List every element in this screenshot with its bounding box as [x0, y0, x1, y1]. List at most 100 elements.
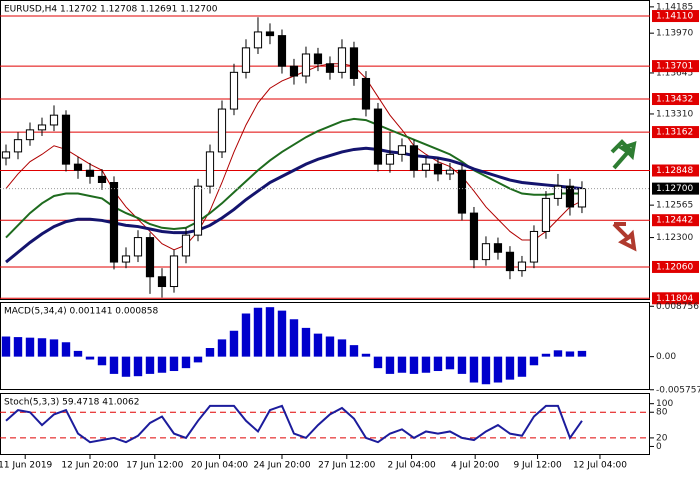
- histogram-bar: [397, 356, 407, 373]
- last-price-label: 1.12700: [656, 184, 693, 194]
- histogram-bar: [241, 313, 251, 357]
- histogram-bar: [25, 337, 35, 357]
- up-arrow: [610, 139, 637, 170]
- level-label: 1.11804: [656, 294, 693, 304]
- y-tick-label: 1.12300: [656, 233, 693, 243]
- candle-body: [505, 251, 515, 272]
- stoch-plot: [0, 404, 650, 444]
- candle-body: [361, 77, 371, 110]
- candle-body: [445, 169, 455, 175]
- histogram-bar: [433, 356, 443, 372]
- x-tick-label: 27 Jun 12:00: [318, 461, 375, 471]
- candle-body: [517, 261, 527, 272]
- candle-body: [457, 169, 467, 214]
- panel-title: Stoch(5,3,3) 59.4718 41.0062: [4, 398, 139, 408]
- candle-body: [277, 35, 287, 67]
- candle-body: [133, 237, 143, 257]
- histogram-bar: [409, 356, 419, 374]
- x-tick-label: 24 Jun 20:00: [253, 461, 310, 471]
- moving-average: [5, 117, 582, 239]
- histogram-bar: [121, 356, 131, 377]
- level-label: 1.13432: [656, 95, 693, 105]
- histogram-bar: [481, 356, 491, 385]
- histogram-bar: [457, 356, 467, 374]
- histogram-bar: [133, 356, 143, 377]
- macd-plot: [1, 307, 587, 385]
- candle-body: [229, 71, 239, 110]
- level-label-box: [652, 292, 699, 305]
- candle-body: [97, 175, 107, 183]
- histogram-bar: [13, 337, 23, 357]
- candle-body: [337, 47, 347, 73]
- histogram-bar: [181, 356, 191, 369]
- price-panel: [0, 0, 650, 300]
- y-tick-label: 1.12565: [656, 201, 693, 211]
- y-tick-label: 1.13645: [656, 68, 693, 78]
- candle-body: [541, 197, 551, 232]
- histogram-bar: [529, 356, 539, 366]
- histogram-bar: [145, 356, 155, 374]
- histogram-bar: [565, 351, 575, 357]
- candle-body: [325, 63, 335, 73]
- candle-body: [1, 151, 11, 159]
- histogram-bar: [97, 356, 107, 366]
- x-tick-label: 2 Jul 04:00: [387, 461, 436, 471]
- y-tick-label: 0: [656, 442, 662, 452]
- y-tick-label: 80: [656, 408, 668, 418]
- candle-body: [373, 108, 383, 165]
- histogram-bar: [217, 339, 227, 357]
- candle-body: [385, 153, 395, 165]
- candle-body: [553, 185, 563, 199]
- candle-body: [61, 114, 71, 165]
- histogram-bar: [385, 356, 395, 374]
- candle-body: [301, 53, 311, 77]
- y-tick-label: 1.14185: [656, 2, 693, 12]
- candle-body: [565, 185, 575, 208]
- level-label-box: [652, 60, 699, 73]
- histogram-bar: [373, 356, 383, 369]
- level-label-box: [652, 164, 699, 177]
- candle-body: [241, 47, 251, 73]
- last-price-box: [652, 182, 699, 195]
- panel-title: EURUSD,H4 1.12702 1.12708 1.12691 1.1270…: [4, 5, 218, 15]
- moving-average: [5, 146, 583, 264]
- x-tick-label: 20 Jun 04:00: [191, 461, 248, 471]
- histogram-bar: [469, 356, 479, 383]
- histogram-bar: [253, 307, 263, 357]
- histogram-bar: [109, 356, 119, 374]
- level-label-box: [652, 126, 699, 139]
- histogram-bar: [85, 356, 95, 360]
- panel-title: MACD(5,34,4) 0.001141 0.000858: [4, 307, 159, 317]
- histogram-bar: [505, 356, 515, 380]
- candle-body: [409, 145, 419, 171]
- candle-body: [169, 255, 179, 288]
- x-tick-label: 17 Jun 12:00: [126, 461, 183, 471]
- stoch-panel: [0, 393, 650, 455]
- level-label: 1.14110: [656, 12, 693, 22]
- x-tick-label: 12 Jul 04:00: [573, 461, 627, 471]
- histogram-bar: [193, 356, 203, 363]
- y-tick-label: 1.13310: [656, 109, 693, 119]
- histogram-bar: [169, 356, 179, 372]
- candle-body: [37, 124, 47, 131]
- candle-body: [577, 188, 587, 208]
- candle-body: [433, 163, 443, 175]
- candle-body: [469, 212, 479, 261]
- y-tick-label: 20: [656, 433, 668, 443]
- level-label-box: [652, 214, 699, 227]
- oscillator-line: [5, 404, 583, 444]
- histogram-bar: [361, 353, 371, 357]
- histogram-bar: [1, 336, 11, 357]
- level-label-box: [652, 260, 699, 273]
- histogram-bar: [577, 350, 587, 357]
- candle-body: [253, 31, 263, 49]
- candle-body: [289, 65, 299, 77]
- histogram-bar: [49, 339, 59, 357]
- candle-body: [109, 181, 119, 263]
- x-tick-label: 12 Jun 20:00: [61, 461, 118, 471]
- candle-body: [145, 237, 155, 278]
- candle-body: [217, 108, 227, 153]
- histogram-bar: [421, 356, 431, 373]
- histogram-bar: [301, 327, 311, 357]
